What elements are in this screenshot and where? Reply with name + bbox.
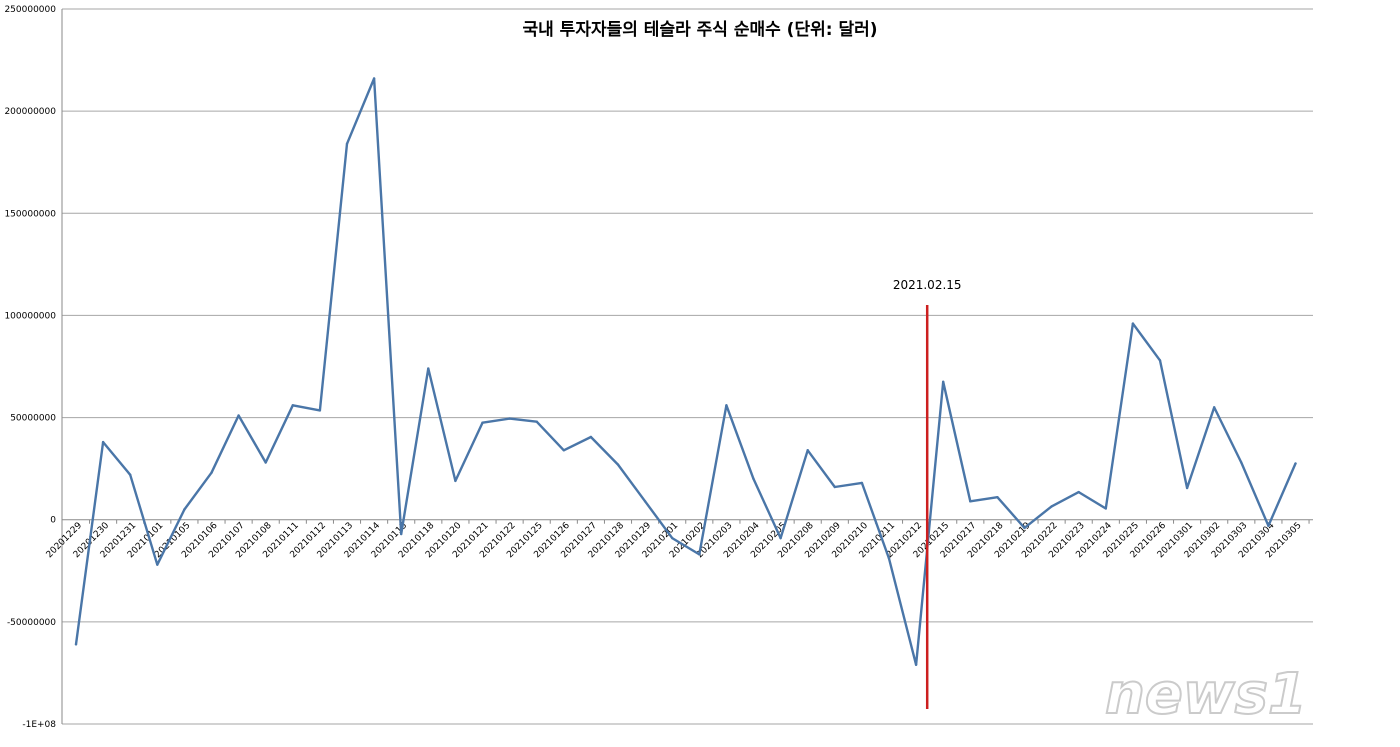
data-point: [372, 77, 376, 80]
data-point: [779, 536, 782, 540]
data-point: [698, 553, 701, 556]
data-point: [562, 449, 565, 452]
data-point: [1050, 505, 1053, 508]
series-lines: [74, 77, 1297, 666]
annotations: 2021.02.15: [893, 278, 962, 709]
data-point: [887, 557, 891, 560]
data-point: [1294, 462, 1297, 465]
data-point: [1158, 359, 1162, 362]
data-point: [156, 563, 159, 566]
data-point: [671, 536, 674, 540]
data-point: [74, 643, 78, 646]
y-tick-labels: 250000000 200000000 150000000 100000000 5000…: [4, 5, 56, 730]
y-tick-label: 50000000: [10, 414, 56, 424]
data-point: [345, 142, 349, 146]
data-point: [752, 477, 755, 481]
data-point: [129, 473, 132, 476]
news1-watermark: news1: [1104, 661, 1308, 728]
data-point: [914, 663, 918, 666]
data-point: [806, 449, 809, 452]
data-point: [589, 435, 593, 439]
data-point: [237, 414, 240, 417]
data-point: [400, 532, 403, 536]
watermark-logo-text: news1: [1105, 662, 1307, 727]
gridlines: [62, 8, 1313, 725]
data-point: [1131, 322, 1135, 325]
data-point: [1185, 486, 1189, 490]
data-point: [1267, 524, 1270, 528]
data-point: [427, 367, 430, 370]
data-point: [942, 380, 945, 384]
data-point: [481, 421, 484, 424]
data-point: [833, 485, 836, 489]
data-point: [264, 461, 267, 464]
data-point: [535, 420, 538, 423]
data-point: [1240, 461, 1243, 464]
data-point: [616, 463, 620, 466]
data-point: [183, 508, 186, 511]
y-tick-label: -1E+08: [22, 720, 56, 730]
y-tick-label: 250000000: [4, 5, 56, 15]
data-point: [860, 481, 864, 485]
data-point: [454, 479, 457, 483]
data-point: [101, 440, 105, 444]
data-point: [725, 404, 728, 407]
data-point: [508, 417, 511, 420]
data-point: [1023, 526, 1026, 530]
data-point: [318, 409, 322, 412]
y-tick-label: 100000000: [4, 311, 56, 321]
series-line: [74, 77, 1297, 666]
annotation-label: 2021.02.15: [893, 278, 962, 292]
y-tick-label: 0: [50, 516, 56, 526]
data-point: [210, 471, 213, 474]
data-point: [1104, 507, 1108, 510]
data-point: [1213, 406, 1216, 409]
data-point: [996, 496, 999, 499]
y-tick-label: 200000000: [4, 107, 56, 117]
data-points: [74, 77, 1297, 666]
y-tick-label: 150000000: [4, 209, 56, 219]
data-point: [643, 500, 647, 503]
data-point: [291, 404, 294, 407]
data-point: [1077, 490, 1080, 494]
y-tick-label: -50000000: [7, 618, 56, 628]
data-point: [969, 500, 972, 503]
chart-title: 국내 투자자들의 테슬라 주식 순매수 (단위: 달러): [522, 19, 877, 40]
